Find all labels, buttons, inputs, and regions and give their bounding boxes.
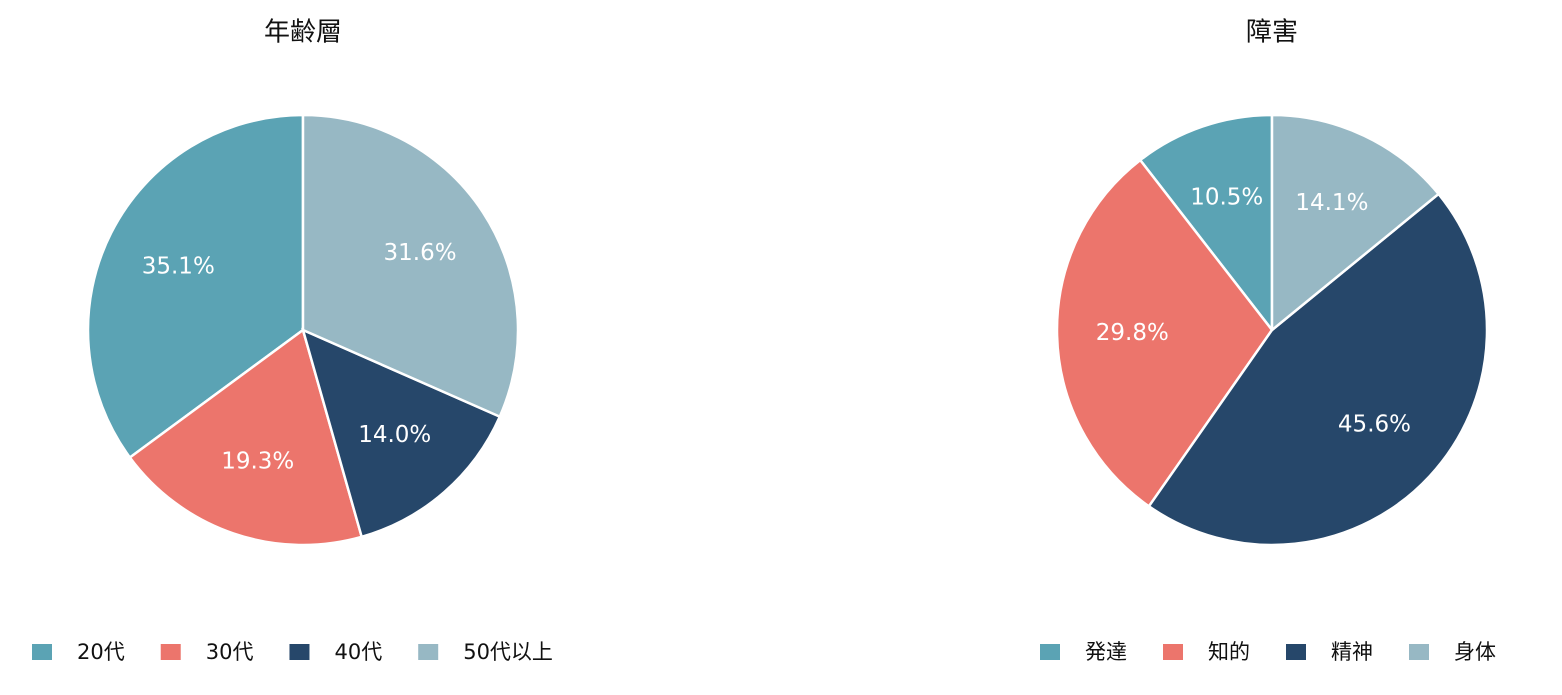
legend-swatch — [418, 644, 439, 660]
legend-label: 知的 — [1208, 640, 1250, 664]
data-label: 29.8% — [1096, 320, 1169, 346]
chart-title: 年齢層 — [264, 18, 342, 48]
legend-label: 40代 — [334, 640, 382, 664]
data-label: 10.5% — [1190, 184, 1263, 210]
legend-label: 20代 — [77, 640, 125, 664]
legend-swatch — [1163, 644, 1183, 660]
legend-swatch — [1040, 644, 1060, 660]
pie-slice — [1138, 113, 1274, 334]
legend-label: 30代 — [206, 640, 254, 664]
pie-slice — [128, 327, 364, 547]
legend-label: 精神 — [1331, 640, 1373, 664]
legend-swatch — [1409, 644, 1429, 660]
data-label: 14.1% — [1295, 190, 1368, 216]
pie-slice — [301, 113, 520, 419]
legend-label: 発達 — [1085, 640, 1127, 664]
data-label: 14.0% — [358, 422, 431, 448]
data-label: 35.1% — [142, 253, 215, 279]
data-label: 19.3% — [221, 449, 294, 475]
chart-title: 障害 — [1246, 18, 1298, 48]
legend-swatch — [32, 644, 52, 660]
legend-swatch — [160, 644, 181, 660]
pie-slice — [301, 327, 502, 539]
pie-slice — [1055, 158, 1274, 509]
data-label: 45.6% — [1338, 412, 1411, 438]
legend-label: 50代以上 — [463, 640, 553, 664]
pie-slice — [1270, 113, 1441, 333]
legend-swatch — [1286, 644, 1306, 660]
legend-swatch — [289, 644, 310, 660]
data-label: 31.6% — [384, 240, 457, 266]
pie-slice — [86, 113, 305, 460]
legend-label: 身体 — [1454, 640, 1496, 664]
pie-slice — [1147, 192, 1489, 547]
